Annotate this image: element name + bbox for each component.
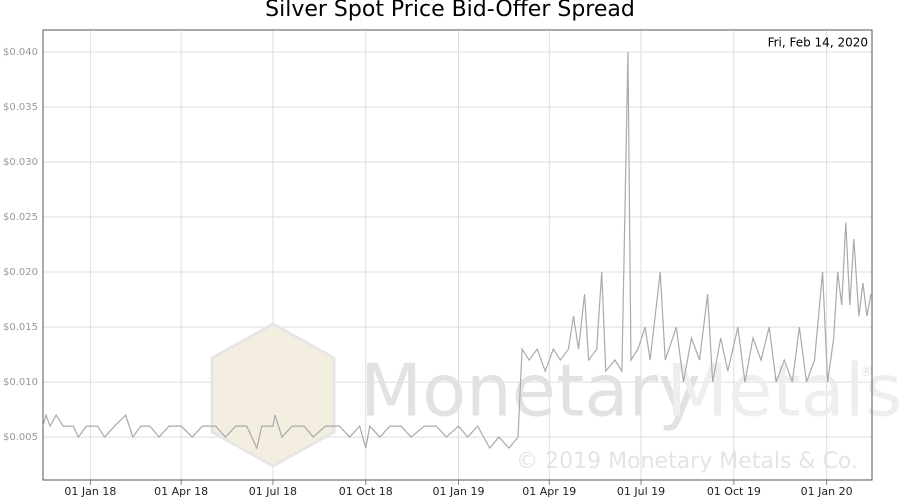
watermark-brand: Metals xyxy=(666,349,900,433)
date-annotation: Fri, Feb 14, 2020 xyxy=(768,36,868,50)
y-tick-label: $0.010 xyxy=(3,377,38,388)
y-tick-label: $0.035 xyxy=(3,102,38,113)
y-tick-label: $0.015 xyxy=(3,322,38,333)
watermark: Monetary Metals ® © 2019 Monetary Metals… xyxy=(210,322,900,474)
plot-frame xyxy=(42,29,873,481)
y-tick-label: $0.030 xyxy=(3,157,38,168)
x-tick-label: 01 Jan 18 xyxy=(64,485,116,498)
y-tick-label: $0.040 xyxy=(3,47,38,58)
x-tick-label: 01 Oct 18 xyxy=(339,485,393,498)
watermark-registered: ® xyxy=(860,364,874,380)
y-tick-label: $0.005 xyxy=(3,432,38,443)
watermark-logo xyxy=(210,322,336,468)
watermark-brand: Monetary xyxy=(360,349,701,433)
x-tick-label: 01 Jan 20 xyxy=(801,485,853,498)
x-tick-label: 01 Jul 19 xyxy=(617,485,665,498)
x-tick-label: 01 Oct 19 xyxy=(707,485,761,498)
y-tick-label: $0.020 xyxy=(3,267,38,278)
x-tick-label: 01 Jul 18 xyxy=(249,485,297,498)
y-tick-label: $0.025 xyxy=(3,212,38,223)
x-tick-label: 01 Apr 18 xyxy=(154,485,208,498)
x-tick-label: 01 Apr 19 xyxy=(522,485,576,498)
x-tick-label: 01 Jan 19 xyxy=(433,485,485,498)
series-line xyxy=(42,51,872,450)
watermark-copyright: © 2019 Monetary Metals & Co. xyxy=(516,449,858,474)
chart-title: Silver Spot Price Bid-Offer Spread xyxy=(265,0,635,22)
